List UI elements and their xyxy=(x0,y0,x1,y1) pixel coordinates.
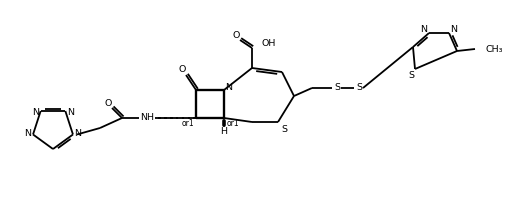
Text: N: N xyxy=(32,107,39,116)
Text: N: N xyxy=(75,129,82,138)
Text: or1: or1 xyxy=(227,118,240,128)
Text: S: S xyxy=(334,83,340,92)
Text: N: N xyxy=(226,84,232,93)
Text: O: O xyxy=(104,99,112,107)
Text: N: N xyxy=(67,107,74,116)
Text: S: S xyxy=(408,70,414,79)
Text: CH₃: CH₃ xyxy=(485,45,502,54)
Text: N: N xyxy=(450,24,458,33)
Text: OH: OH xyxy=(262,38,276,48)
Text: or1: or1 xyxy=(181,118,194,128)
Text: NH: NH xyxy=(140,113,154,123)
Text: S: S xyxy=(356,83,362,92)
Text: N: N xyxy=(420,24,428,33)
Text: O: O xyxy=(232,31,240,41)
Text: N: N xyxy=(25,129,32,138)
Text: H: H xyxy=(220,128,228,137)
Text: O: O xyxy=(178,65,186,74)
Text: S: S xyxy=(281,125,287,134)
